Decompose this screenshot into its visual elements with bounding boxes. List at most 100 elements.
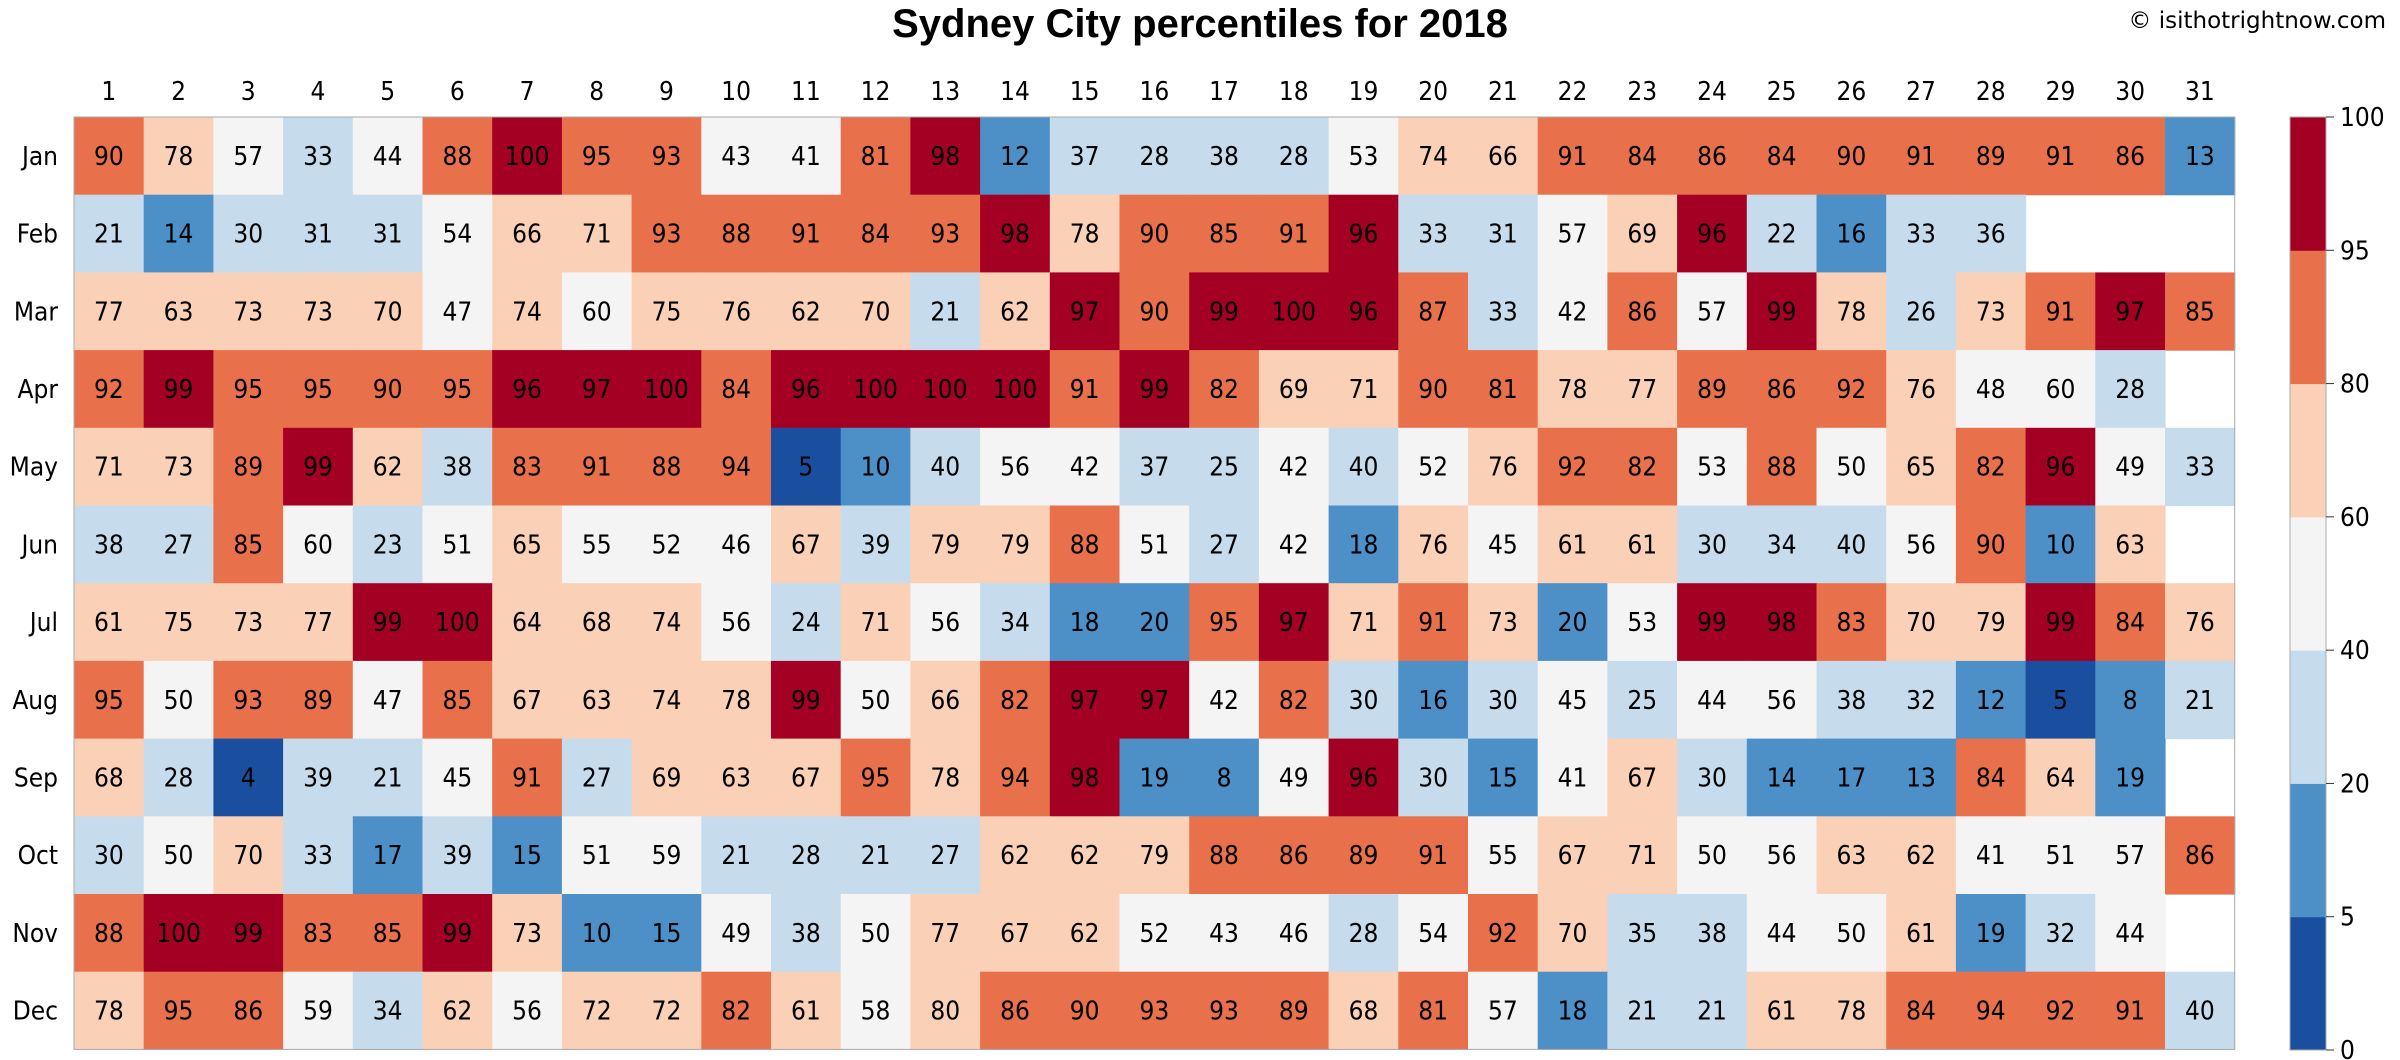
heatmap-cell	[980, 194, 1051, 273]
heatmap-cell	[1049, 816, 1121, 895]
heatmap-cell	[631, 272, 702, 351]
heatmap-cell	[631, 350, 702, 429]
heatmap-cell	[1328, 738, 1399, 817]
cell-label: 41	[1558, 763, 1588, 793]
cell-label: 96	[1349, 220, 1379, 250]
cell-label: 86	[1279, 841, 1309, 871]
cell-label: 70	[233, 841, 263, 871]
x-tick-label: 11	[791, 77, 821, 107]
heatmap-cell	[1468, 505, 1539, 584]
cell-label: 25	[1627, 686, 1657, 716]
heatmap-cell	[1258, 583, 1330, 662]
heatmap-cell	[840, 427, 911, 507]
cell-label: 18	[1558, 997, 1588, 1027]
heatmap-cell	[492, 583, 563, 662]
heatmap-cell	[1955, 427, 2027, 507]
cell-label: 99	[1209, 297, 1239, 327]
cell-label: 55	[1488, 841, 1518, 871]
cell-label: 81	[861, 142, 891, 172]
cell-label: 84	[1976, 763, 2006, 793]
cell-label: 10	[2046, 530, 2076, 560]
heatmap-cell	[74, 583, 145, 662]
heatmap-cell	[840, 894, 911, 973]
heatmap-cell	[1677, 272, 1748, 351]
heatmap-cell	[2165, 971, 2236, 1050]
heatmap-cell	[1955, 971, 2027, 1050]
cell-label: 99	[442, 919, 472, 949]
heatmap-cell	[701, 350, 772, 429]
heatmap-cell	[1119, 505, 1190, 584]
cell-label: 4	[241, 763, 256, 793]
heatmap-cell	[352, 194, 424, 273]
heatmap-cell	[1746, 583, 1818, 662]
cell-label: 57	[233, 142, 263, 172]
heatmap-cell	[2095, 583, 2166, 662]
cell-label: 99	[233, 919, 263, 949]
heatmap-cell	[1258, 971, 1330, 1050]
heatmap-cell	[352, 971, 424, 1050]
heatmap-cell	[2025, 117, 2096, 196]
heatmap-cell	[1328, 894, 1399, 973]
heatmap-cell	[1955, 738, 2027, 817]
cell-label: 100	[1271, 297, 1316, 327]
heatmap-cell	[1886, 894, 1957, 973]
cell-label: 95	[303, 375, 333, 405]
cell-label: 42	[1279, 453, 1309, 483]
heatmap-cell	[1537, 971, 1608, 1050]
heatmap-cell	[1398, 583, 1469, 662]
heatmap-cell	[283, 971, 354, 1050]
cell-label: 59	[303, 997, 333, 1027]
cell-label: 97	[1070, 686, 1100, 716]
heatmap-cell	[2095, 117, 2166, 196]
heatmap-cell	[74, 660, 145, 740]
heatmap-cell	[1886, 505, 1957, 584]
cell-label: 31	[1488, 220, 1518, 250]
heatmap-cell	[1746, 894, 1818, 973]
heatmap-cell	[1189, 816, 1260, 895]
heatmap-cell	[561, 272, 633, 351]
cell-label: 99	[2046, 608, 2076, 638]
heatmap-cell	[840, 583, 911, 662]
heatmap-cell	[213, 660, 284, 740]
cell-label: 98	[1767, 608, 1797, 638]
cell-label: 56	[721, 608, 751, 638]
cell-label: 42	[1558, 297, 1588, 327]
heatmap-cell	[1189, 583, 1260, 662]
cell-label: 86	[1767, 375, 1797, 405]
cell-label: 91	[2046, 142, 2076, 172]
heatmap-cell	[1607, 427, 1678, 507]
heatmap-cell	[1746, 117, 1818, 196]
cell-label: 97	[1279, 608, 1309, 638]
heatmap-cell	[492, 971, 563, 1050]
x-tick-label: 29	[2046, 77, 2076, 107]
cell-label: 66	[930, 686, 960, 716]
heatmap-cell	[771, 350, 842, 429]
heatmap-cell	[352, 894, 424, 973]
cell-label: 76	[1488, 453, 1518, 483]
heatmap-cell	[422, 660, 493, 740]
cell-label: 62	[1000, 297, 1030, 327]
heatmap-cell	[143, 505, 214, 584]
cell-label: 85	[2185, 297, 2215, 327]
cell-label: 49	[2115, 453, 2145, 483]
heatmap-cell	[283, 738, 354, 817]
heatmap-cell	[143, 660, 214, 740]
cell-label: 49	[1279, 763, 1309, 793]
heatmap-cell	[2025, 894, 2096, 973]
heatmap-cell	[1886, 427, 1957, 507]
x-tick-label: 30	[2115, 77, 2145, 107]
heatmap-cell	[1258, 272, 1330, 351]
heatmap-cell	[1677, 117, 1748, 196]
cell-label: 54	[442, 220, 472, 250]
heatmap-cell	[1119, 350, 1190, 429]
cell-label: 92	[2046, 997, 2076, 1027]
colorbar-tick-label: 5	[2340, 903, 2355, 933]
cell-label: 67	[1558, 841, 1588, 871]
cell-label: 61	[1906, 919, 1936, 949]
cell-label: 38	[94, 530, 124, 560]
heatmap-cell	[352, 505, 424, 584]
y-tick-label: Jan	[20, 142, 58, 172]
heatmap-cell	[143, 816, 214, 895]
cell-label: 28	[1279, 142, 1309, 172]
cell-label: 14	[164, 220, 194, 250]
